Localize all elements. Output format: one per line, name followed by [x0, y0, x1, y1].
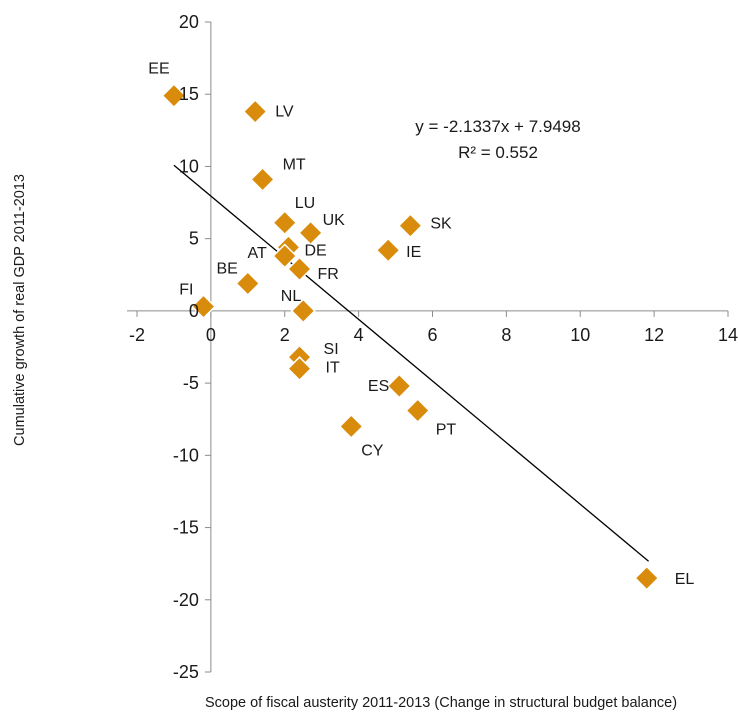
axes	[127, 21, 729, 673]
data-point-pt	[405, 397, 431, 424]
y-tick-label: 10	[179, 156, 199, 176]
trendline	[173, 164, 650, 562]
data-point-cy	[338, 413, 364, 440]
point-label-sk: SK	[430, 216, 452, 233]
data-point-it	[286, 356, 313, 382]
x-tick-label: 6	[427, 325, 437, 345]
point-label-mt: MT	[283, 156, 306, 173]
data-point-ie	[375, 237, 401, 263]
y-tick-label: -15	[173, 518, 199, 538]
point-label-si: SI	[324, 341, 339, 358]
x-tick-label: -2	[129, 325, 145, 345]
y-tick-label: -10	[173, 445, 199, 465]
y-tick-label: 15	[179, 84, 199, 104]
x-tick-label: 2	[280, 325, 290, 345]
x-tick-label: 8	[501, 325, 511, 345]
point-label-at: AT	[247, 245, 266, 262]
point-label-de: DE	[304, 242, 326, 259]
data-point-lu	[272, 210, 298, 236]
data-point-es	[386, 373, 412, 399]
x-tick-label: 10	[570, 325, 590, 345]
data-point-uk	[298, 220, 324, 246]
trendline-layer	[173, 164, 650, 562]
data-point-lv	[242, 98, 268, 125]
x-tick-label: 4	[354, 325, 364, 345]
x-tick-label: 0	[206, 325, 216, 345]
data-point-be	[235, 270, 261, 297]
point-label-fi: FI	[179, 282, 193, 299]
data-points: EE LV MT LU UK DE AT FR BE FI NL SK IE SI IT ES PT CY EL	[148, 61, 695, 591]
point-label-uk: UK	[323, 212, 346, 229]
y-tick-label: 0	[189, 301, 199, 321]
y-tick-label: -20	[173, 590, 199, 610]
y-tick-label: 20	[179, 12, 199, 32]
point-label-fr: FR	[318, 266, 339, 283]
y-tick-label: -25	[173, 662, 199, 682]
point-label-lv: LV	[275, 104, 294, 121]
point-label-lu: LU	[295, 195, 315, 212]
data-point-nl	[290, 298, 316, 324]
trendline-equation: y = -2.1337x + 7.9498	[415, 117, 580, 136]
point-label-cy: CY	[361, 442, 384, 459]
data-point-el	[634, 565, 660, 591]
data-point-mt	[250, 166, 276, 193]
point-label-nl: NL	[281, 288, 302, 305]
x-axis-title: Scope of fiscal austerity 2011-2013 (Cha…	[205, 695, 677, 711]
data-point-fi	[190, 293, 217, 320]
point-label-be: BE	[216, 260, 237, 277]
point-label-el: EL	[675, 571, 695, 588]
data-point-ee	[161, 83, 187, 109]
point-label-ee: EE	[148, 61, 169, 78]
x-tick-label: 12	[644, 325, 664, 345]
point-label-es: ES	[368, 378, 389, 395]
y-tick-label: 5	[189, 229, 199, 249]
data-point-sk	[397, 213, 423, 239]
point-label-it: IT	[326, 360, 340, 377]
y-axis-title: Cumulative growth of real GDP 2011-2013	[12, 174, 28, 446]
point-label-ie: IE	[406, 244, 421, 261]
data-point-at	[272, 243, 298, 269]
trendline-r-squared: R² = 0.552	[458, 143, 538, 162]
point-label-pt: PT	[436, 422, 457, 439]
data-point-fr	[286, 256, 313, 282]
y-tick-label: -5	[183, 373, 199, 393]
x-tick-label: 14	[718, 325, 738, 345]
